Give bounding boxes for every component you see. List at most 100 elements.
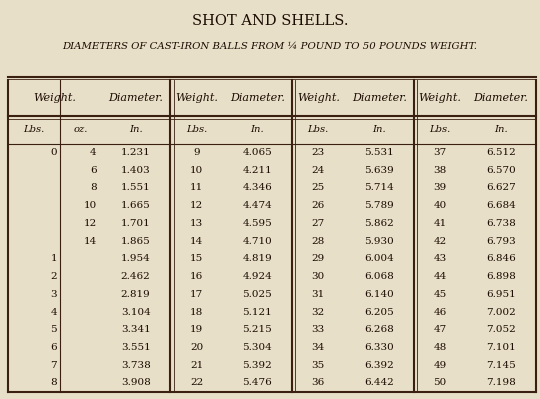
Text: 6.330: 6.330	[364, 343, 394, 352]
Text: 7.052: 7.052	[486, 325, 516, 334]
Text: 20: 20	[190, 343, 203, 352]
Text: 14: 14	[190, 237, 203, 246]
Text: 7.198: 7.198	[486, 379, 516, 387]
Text: 45: 45	[434, 290, 447, 299]
Text: 4.065: 4.065	[242, 148, 272, 157]
Text: 47: 47	[434, 325, 447, 334]
Text: 1.551: 1.551	[121, 184, 151, 192]
Text: 9: 9	[193, 148, 200, 157]
Text: 23: 23	[312, 148, 325, 157]
Text: Diameter.: Diameter.	[474, 93, 528, 103]
Text: 1: 1	[50, 255, 57, 263]
Text: 24: 24	[312, 166, 325, 175]
Text: 6.140: 6.140	[364, 290, 394, 299]
Text: 42: 42	[434, 237, 447, 246]
Text: 1.954: 1.954	[121, 255, 151, 263]
Text: 8: 8	[90, 184, 97, 192]
Text: 4.710: 4.710	[242, 237, 272, 246]
Text: 5.930: 5.930	[364, 237, 394, 246]
Text: 6.846: 6.846	[486, 255, 516, 263]
Text: 1.231: 1.231	[121, 148, 151, 157]
Text: 6.442: 6.442	[364, 379, 394, 387]
Text: 4: 4	[50, 308, 57, 316]
Text: 26: 26	[312, 201, 325, 210]
Text: 21: 21	[190, 361, 203, 370]
Text: 44: 44	[434, 272, 447, 281]
Text: Lbs.: Lbs.	[186, 125, 207, 134]
Text: 12: 12	[190, 201, 203, 210]
Text: 19: 19	[190, 325, 203, 334]
Text: 7.145: 7.145	[486, 361, 516, 370]
Text: 7.101: 7.101	[486, 343, 516, 352]
Text: 10: 10	[83, 201, 97, 210]
Text: 5.304: 5.304	[242, 343, 272, 352]
Text: 41: 41	[434, 219, 447, 228]
Text: 6.570: 6.570	[486, 166, 516, 175]
Text: 16: 16	[190, 272, 203, 281]
Text: 2: 2	[50, 272, 57, 281]
Text: 34: 34	[312, 343, 325, 352]
Text: 3.104: 3.104	[121, 308, 151, 316]
Text: 50: 50	[434, 379, 447, 387]
Text: 31: 31	[312, 290, 325, 299]
Text: 4.924: 4.924	[242, 272, 272, 281]
Text: 6.738: 6.738	[486, 219, 516, 228]
Text: 3.341: 3.341	[121, 325, 151, 334]
Text: 6.068: 6.068	[364, 272, 394, 281]
Text: 3.738: 3.738	[121, 361, 151, 370]
Text: 30: 30	[312, 272, 325, 281]
Text: 12: 12	[83, 219, 97, 228]
Text: 17: 17	[190, 290, 203, 299]
Text: 1.403: 1.403	[121, 166, 151, 175]
Text: 22: 22	[190, 379, 203, 387]
Text: Weight.: Weight.	[297, 93, 340, 103]
Text: 36: 36	[312, 379, 325, 387]
Text: Diameter.: Diameter.	[230, 93, 285, 103]
Text: 5.862: 5.862	[364, 219, 394, 228]
Text: 5.025: 5.025	[242, 290, 272, 299]
Text: 6.627: 6.627	[486, 184, 516, 192]
Text: 6.268: 6.268	[364, 325, 394, 334]
Text: Lbs.: Lbs.	[308, 125, 329, 134]
Text: 6: 6	[50, 343, 57, 352]
Text: 6.512: 6.512	[486, 148, 516, 157]
Text: 6.684: 6.684	[486, 201, 516, 210]
Text: 28: 28	[312, 237, 325, 246]
Text: Weight.: Weight.	[418, 93, 462, 103]
Text: 4.346: 4.346	[242, 184, 272, 192]
Text: 18: 18	[190, 308, 203, 316]
Text: 33: 33	[312, 325, 325, 334]
Text: In.: In.	[373, 125, 386, 134]
Text: 3: 3	[50, 290, 57, 299]
Text: 5.476: 5.476	[242, 379, 272, 387]
Text: 13: 13	[190, 219, 203, 228]
Text: 5.789: 5.789	[364, 201, 394, 210]
Text: 4.474: 4.474	[242, 201, 272, 210]
Text: 46: 46	[434, 308, 447, 316]
Text: 11: 11	[190, 184, 203, 192]
Text: 2.819: 2.819	[121, 290, 151, 299]
Text: 6.205: 6.205	[364, 308, 394, 316]
Text: 6.793: 6.793	[486, 237, 516, 246]
Text: 6.898: 6.898	[486, 272, 516, 281]
Text: 38: 38	[434, 166, 447, 175]
Text: 4.595: 4.595	[242, 219, 272, 228]
Text: 6.392: 6.392	[364, 361, 394, 370]
Text: 6.951: 6.951	[486, 290, 516, 299]
Text: 37: 37	[434, 148, 447, 157]
Text: 32: 32	[312, 308, 325, 316]
Text: 8: 8	[50, 379, 57, 387]
Text: 6.004: 6.004	[364, 255, 394, 263]
Text: Diameter.: Diameter.	[108, 93, 163, 103]
Text: 4.819: 4.819	[242, 255, 272, 263]
Text: 10: 10	[190, 166, 203, 175]
Text: 43: 43	[434, 255, 447, 263]
Text: 35: 35	[312, 361, 325, 370]
Text: 48: 48	[434, 343, 447, 352]
Text: Lbs.: Lbs.	[24, 125, 45, 134]
Text: In.: In.	[129, 125, 143, 134]
Text: oz.: oz.	[73, 125, 88, 134]
Text: 6: 6	[90, 166, 97, 175]
Text: 5.639: 5.639	[364, 166, 394, 175]
Text: 7: 7	[50, 361, 57, 370]
